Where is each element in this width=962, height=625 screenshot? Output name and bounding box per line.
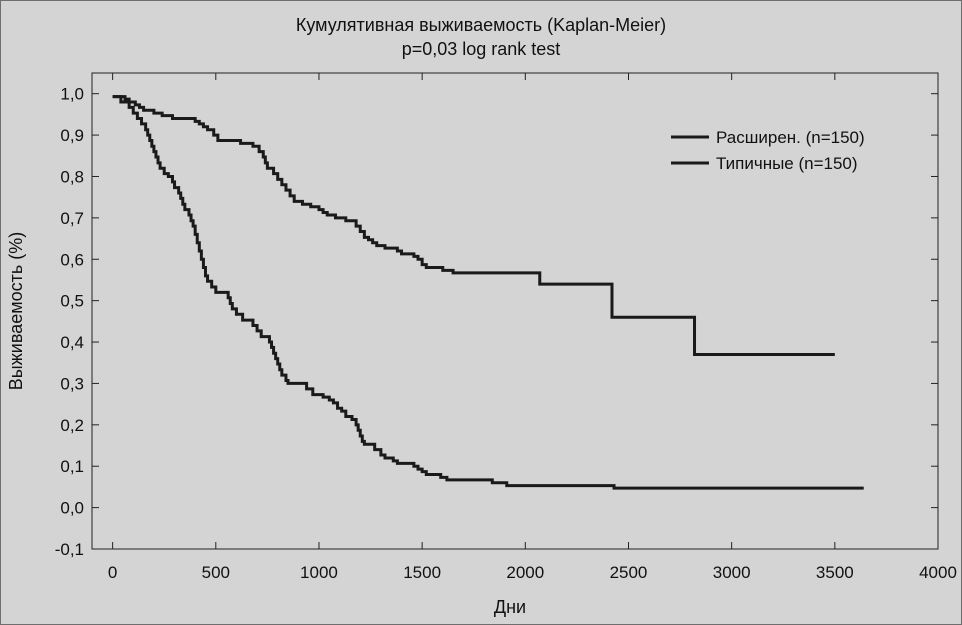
series-lines: [112, 95, 864, 490]
x-tick-label-1: 500: [202, 563, 230, 582]
x-axis-label: Дни: [494, 597, 526, 617]
y-tick-label-0: -0,1: [55, 540, 84, 559]
x-tick-label-6: 3000: [713, 563, 751, 582]
series-line-1: [112, 95, 864, 490]
series-line-0: [112, 95, 835, 356]
x-tick-label-5: 2500: [610, 563, 648, 582]
y-tick-label-11: 1,0: [60, 85, 84, 104]
chart-subtitle: p=0,03 log rank test: [402, 39, 561, 59]
legend: Расширен. (n=150) Типичные (n=150): [671, 128, 865, 173]
x-tick-label-2: 1000: [300, 563, 338, 582]
x-tick-label-4: 2000: [506, 563, 544, 582]
legend-label-0: Расширен. (n=150): [716, 128, 865, 147]
y-tick-label-2: 0,1: [60, 457, 84, 476]
plot-area: [91, 72, 939, 550]
y-axis-label: Выживаемость (%): [6, 232, 26, 390]
legend-label-1: Типичные (n=150): [716, 154, 858, 173]
y-tick-label-10: 0,9: [60, 126, 84, 145]
y-tick-label-9: 0,8: [60, 167, 84, 186]
x-tick-label-7: 3500: [816, 563, 854, 582]
y-tick-label-6: 0,5: [60, 292, 84, 311]
x-tick-label-8: 4000: [919, 563, 957, 582]
y-tick-label-1: 0,0: [60, 499, 84, 518]
y-tick-label-8: 0,7: [60, 209, 84, 228]
y-tick-label-3: 0,2: [60, 416, 84, 435]
y-tick-label-4: 0,3: [60, 374, 84, 393]
y-tick-label-5: 0,4: [60, 333, 84, 352]
chart-title: Кумулятивная выживаемость (Kaplan-Meier): [296, 15, 666, 35]
x-tick-label-0: 0: [108, 563, 117, 582]
x-tick-label-3: 1500: [403, 563, 441, 582]
y-axis: -0,1 0,0 0,1 0,2 0,3 0,4 0,5 0,6 0,7 0,8 0,9 1,0: [55, 85, 938, 559]
x-axis: 0 500 1000 1500 2000 2500 3000 3500 4000: [108, 73, 957, 582]
y-tick-label-7: 0,6: [60, 250, 84, 269]
